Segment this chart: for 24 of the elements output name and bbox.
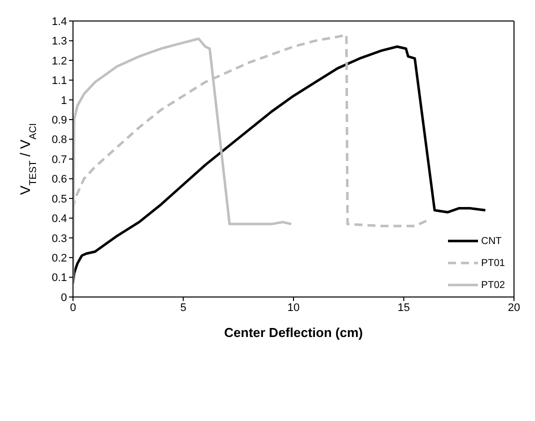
y-tick-label: 0.7 bbox=[52, 154, 67, 166]
legend-label: CNT bbox=[481, 236, 502, 246]
y-tick-label: 1.4 bbox=[52, 16, 67, 28]
y-tick-label: 0 bbox=[60, 292, 67, 304]
y-tick-label: 0.2 bbox=[52, 252, 67, 264]
y-tick-label: 0.3 bbox=[52, 232, 67, 245]
legend-label: PT02 bbox=[481, 280, 505, 290]
y-tick-label: 0.4 bbox=[52, 213, 67, 226]
legend-label: PT01 bbox=[481, 258, 505, 268]
y-tick-label: 1.3 bbox=[52, 36, 67, 48]
y-tick-label: 0.6 bbox=[52, 174, 67, 186]
x-tick-label: 5 bbox=[180, 302, 186, 314]
y-tick-label: 1.2 bbox=[52, 55, 67, 68]
x-tick-label: 0 bbox=[70, 302, 76, 314]
x-tick-label: 15 bbox=[398, 302, 410, 314]
x-tick-label: 20 bbox=[508, 302, 520, 314]
y-tick-label: 0.8 bbox=[52, 134, 67, 146]
y-tick-label: 1.1 bbox=[52, 75, 67, 88]
y-tick-label: 0.5 bbox=[52, 193, 67, 206]
y-tick-label: 0.9 bbox=[52, 114, 67, 126]
x-tick-label: 10 bbox=[287, 302, 300, 314]
x-axis-title: Center Deflection (cm) bbox=[224, 325, 363, 340]
y-tick-label: 0.1 bbox=[52, 272, 67, 284]
y-tick-label: 1 bbox=[60, 94, 67, 107]
